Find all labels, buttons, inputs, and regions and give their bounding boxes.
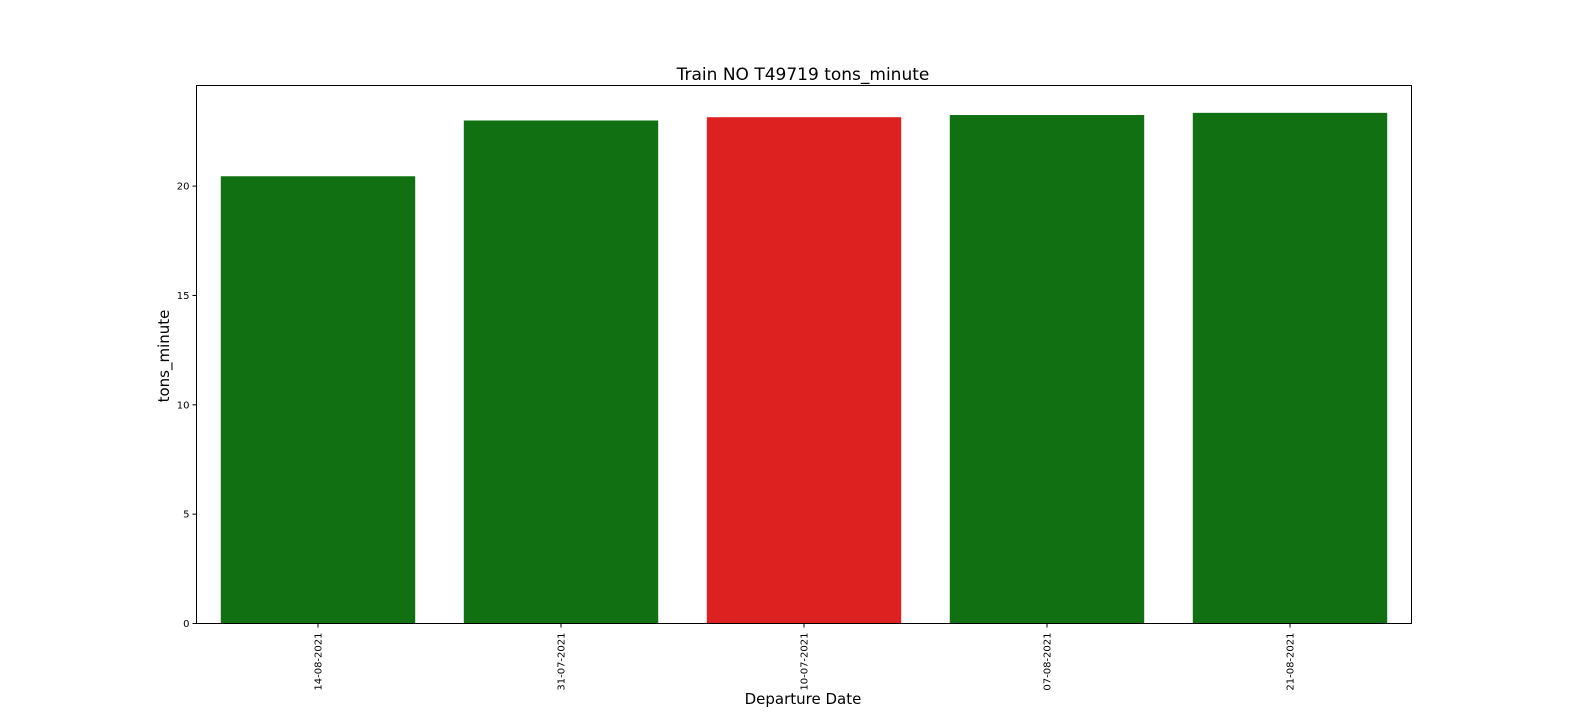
bar-21-08-2021 [1192,112,1388,624]
x-tick-label: 21-08-2021 [1286,633,1297,691]
y-tick-label: 0 [183,619,189,630]
x-tick-label: 07-08-2021 [1043,633,1054,691]
bars-group [220,112,1388,624]
x-tick-label: 14-08-2021 [314,633,325,691]
x-axis: 14-08-2021 31-07-2021 10-07-2021 07-08-2021… [314,623,1297,691]
y-tick-label: 5 [183,510,189,521]
bar-14-08-2021 [220,176,416,624]
y-tick-label: 10 [177,400,190,411]
x-tick-label: 10-07-2021 [800,633,811,691]
bar-31-07-2021 [463,120,659,624]
y-tick-label: 15 [177,291,190,302]
bar-07-08-2021 [949,115,1145,624]
y-axis-label: tons_minute [155,310,174,403]
x-tick-label: 31-07-2021 [557,633,568,691]
x-axis-label: Departure Date [745,690,862,708]
bar-10-07-2021 [706,117,902,624]
y-axis: 0 5 10 15 20 [177,182,197,630]
chart-title: Train NO T49719 tons_minute [676,65,930,85]
y-tick-label: 20 [177,182,190,193]
